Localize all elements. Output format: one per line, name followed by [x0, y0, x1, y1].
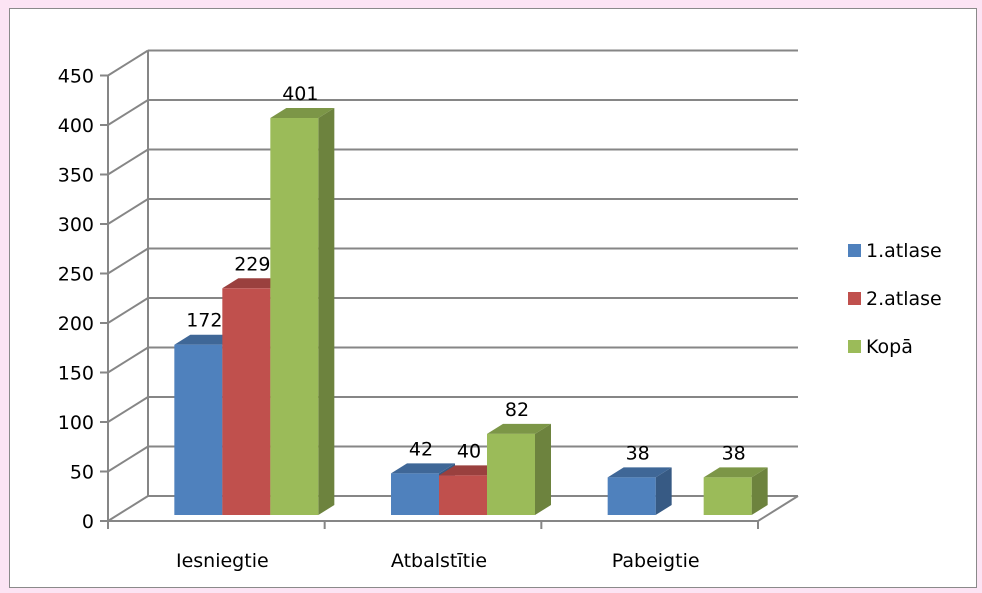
- x-tick-label: Iesniegtie: [176, 550, 269, 572]
- data-label: 229: [234, 253, 270, 275]
- gridline-diagonal: [107, 247, 149, 275]
- y-tick-label: 350: [58, 165, 94, 187]
- x-tick-label: Atbalstītie: [391, 550, 487, 572]
- legend-swatch: [848, 244, 861, 257]
- bar: [487, 423, 551, 515]
- bar-top: [607, 467, 672, 478]
- gridline-diagonal: [107, 346, 149, 374]
- y-tick-label: 400: [58, 115, 94, 137]
- gridline-diagonal: [107, 495, 149, 522]
- data-label: 401: [282, 83, 318, 105]
- bar-front: [487, 433, 535, 515]
- gridline-diagonal: [107, 148, 149, 176]
- bar-side: [655, 467, 672, 515]
- legend-swatch: [848, 340, 861, 353]
- gridline-diagonal: [107, 297, 149, 324]
- bar: [270, 108, 335, 515]
- y-tick-label: 50: [70, 462, 94, 484]
- data-label: 38: [722, 442, 746, 464]
- y-tick-label: 0: [82, 511, 94, 533]
- bar: [607, 467, 672, 515]
- bar-front: [391, 473, 439, 515]
- y-tick-label: 450: [58, 66, 94, 88]
- y-tick-label: 300: [58, 214, 94, 236]
- gridline-diagonal: [107, 49, 149, 77]
- bar-top: [487, 423, 551, 434]
- bar-front: [222, 288, 271, 515]
- bar-side: [318, 108, 335, 515]
- bars: [174, 108, 768, 515]
- legend-label: Kopā: [866, 336, 913, 358]
- data-label: 38: [626, 442, 650, 464]
- gridline-diagonal: [107, 198, 149, 225]
- x-tick-label: Pabeigtie: [612, 550, 700, 572]
- floor-right-edge: [757, 495, 799, 522]
- bar-front: [607, 477, 656, 515]
- chart-frame: 0 50 100 150 200 250 300 350 400 450 Iesniegtie Atb…: [9, 8, 977, 588]
- legend: 1.atlase 2.atlase Kopā: [848, 240, 942, 358]
- gridline-diagonal: [107, 445, 149, 473]
- bar-chart: 0 50 100 150 200 250 300 350 400 450 Iesniegtie Atb…: [58, 49, 942, 572]
- bar-side: [535, 423, 551, 515]
- y-tick-label: 100: [58, 412, 94, 434]
- bar: [703, 467, 768, 515]
- bar-front: [174, 344, 223, 515]
- data-labels: 172 229 401 42 40 82 38 38: [186, 83, 746, 464]
- y-tick-label: 150: [58, 363, 94, 385]
- bar-top: [270, 108, 335, 119]
- data-label: 42: [409, 438, 433, 460]
- axes: 0 50 100 150 200 250 300 350 400 450 Iesniegtie Atb…: [58, 66, 759, 572]
- y-tick-label: 250: [58, 264, 94, 286]
- gridline-diagonal: [107, 396, 149, 423]
- y-tick-label: 200: [58, 313, 94, 335]
- bar-front: [270, 118, 319, 515]
- legend-label: 2.atlase: [866, 288, 942, 310]
- data-label: 172: [186, 310, 222, 332]
- bar-top: [391, 463, 455, 474]
- legend-label: 1.atlase: [866, 240, 942, 262]
- gridline-diagonal: [107, 99, 149, 126]
- bar-front: [439, 475, 487, 515]
- legend-swatch: [848, 292, 861, 305]
- data-label: 40: [457, 440, 481, 462]
- bar-side: [751, 467, 768, 515]
- bar-front: [703, 477, 752, 515]
- bar-top: [703, 467, 768, 478]
- data-label: 82: [505, 399, 529, 421]
